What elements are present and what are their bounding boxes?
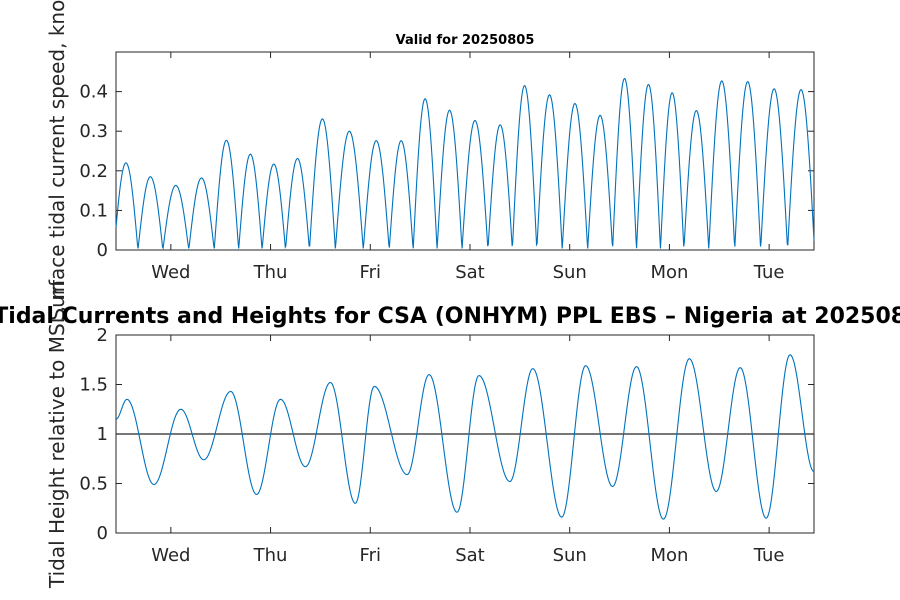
bottom-series (115, 354, 815, 520)
y-tick-label: 1 (97, 424, 108, 445)
x-tick-label: Wed (151, 262, 190, 283)
y-tick-label: 0.5 (79, 474, 108, 495)
x-tick-label: Fri (360, 545, 381, 566)
top-x-axis: Wed Thu Fri Sat Sun Mon Tue (151, 52, 785, 283)
y-tick-label: 0.2 (79, 161, 108, 182)
x-tick-label: Thu (253, 262, 288, 283)
top-y-axis: 0 0.1 0.2 0.3 0.4 (79, 82, 814, 261)
bottom-y-axis: 0 0.5 1 1.5 2 (79, 325, 814, 544)
x-tick-label: Tue (753, 545, 785, 566)
x-tick-label: Fri (360, 262, 381, 283)
x-tick-label: Sun (553, 262, 587, 283)
y-tick-label: 0.3 (79, 121, 108, 142)
bottom-y-axis-label: Tidal Height relative to MSL, m (45, 280, 69, 589)
y-tick-label: 0.1 (79, 200, 108, 221)
x-tick-label: Sat (455, 545, 485, 566)
top-subplot: Valid for 20250805 0 0.1 0.2 0.3 0.4 Wed Thu F… (45, 0, 815, 321)
y-tick-label: 2 (97, 325, 108, 346)
x-tick-label: Tue (753, 262, 785, 283)
bottom-x-axis: Wed Thu Fri Sat Sun Mon Tue (151, 335, 785, 566)
top-chart-title: Valid for 20250805 (396, 33, 535, 48)
bottom-subplot: 0 0.5 1 1.5 2 Wed Thu Fri Sat Sun Mon Tue Tidal He… (0, 280, 900, 589)
y-tick-label: 0 (97, 240, 108, 261)
top-plot-area (115, 51, 815, 251)
x-tick-label: Thu (253, 545, 288, 566)
x-tick-label: Mon (650, 545, 688, 566)
x-tick-label: Sat (455, 262, 485, 283)
top-y-axis-label: Surface tidal current speed, knots (45, 0, 69, 321)
y-tick-label: 1.5 (79, 375, 108, 396)
x-tick-label: Wed (151, 545, 190, 566)
y-tick-label: 0 (97, 523, 108, 544)
current-speed-line (115, 77, 815, 250)
tidal-height-line (115, 354, 815, 520)
top-series (115, 77, 815, 250)
main-chart-title: Tidal Currents and Heights for CSA (ONHY… (0, 304, 900, 329)
x-tick-label: Mon (650, 262, 688, 283)
x-tick-label: Sun (553, 545, 587, 566)
y-tick-label: 0.4 (79, 82, 108, 103)
